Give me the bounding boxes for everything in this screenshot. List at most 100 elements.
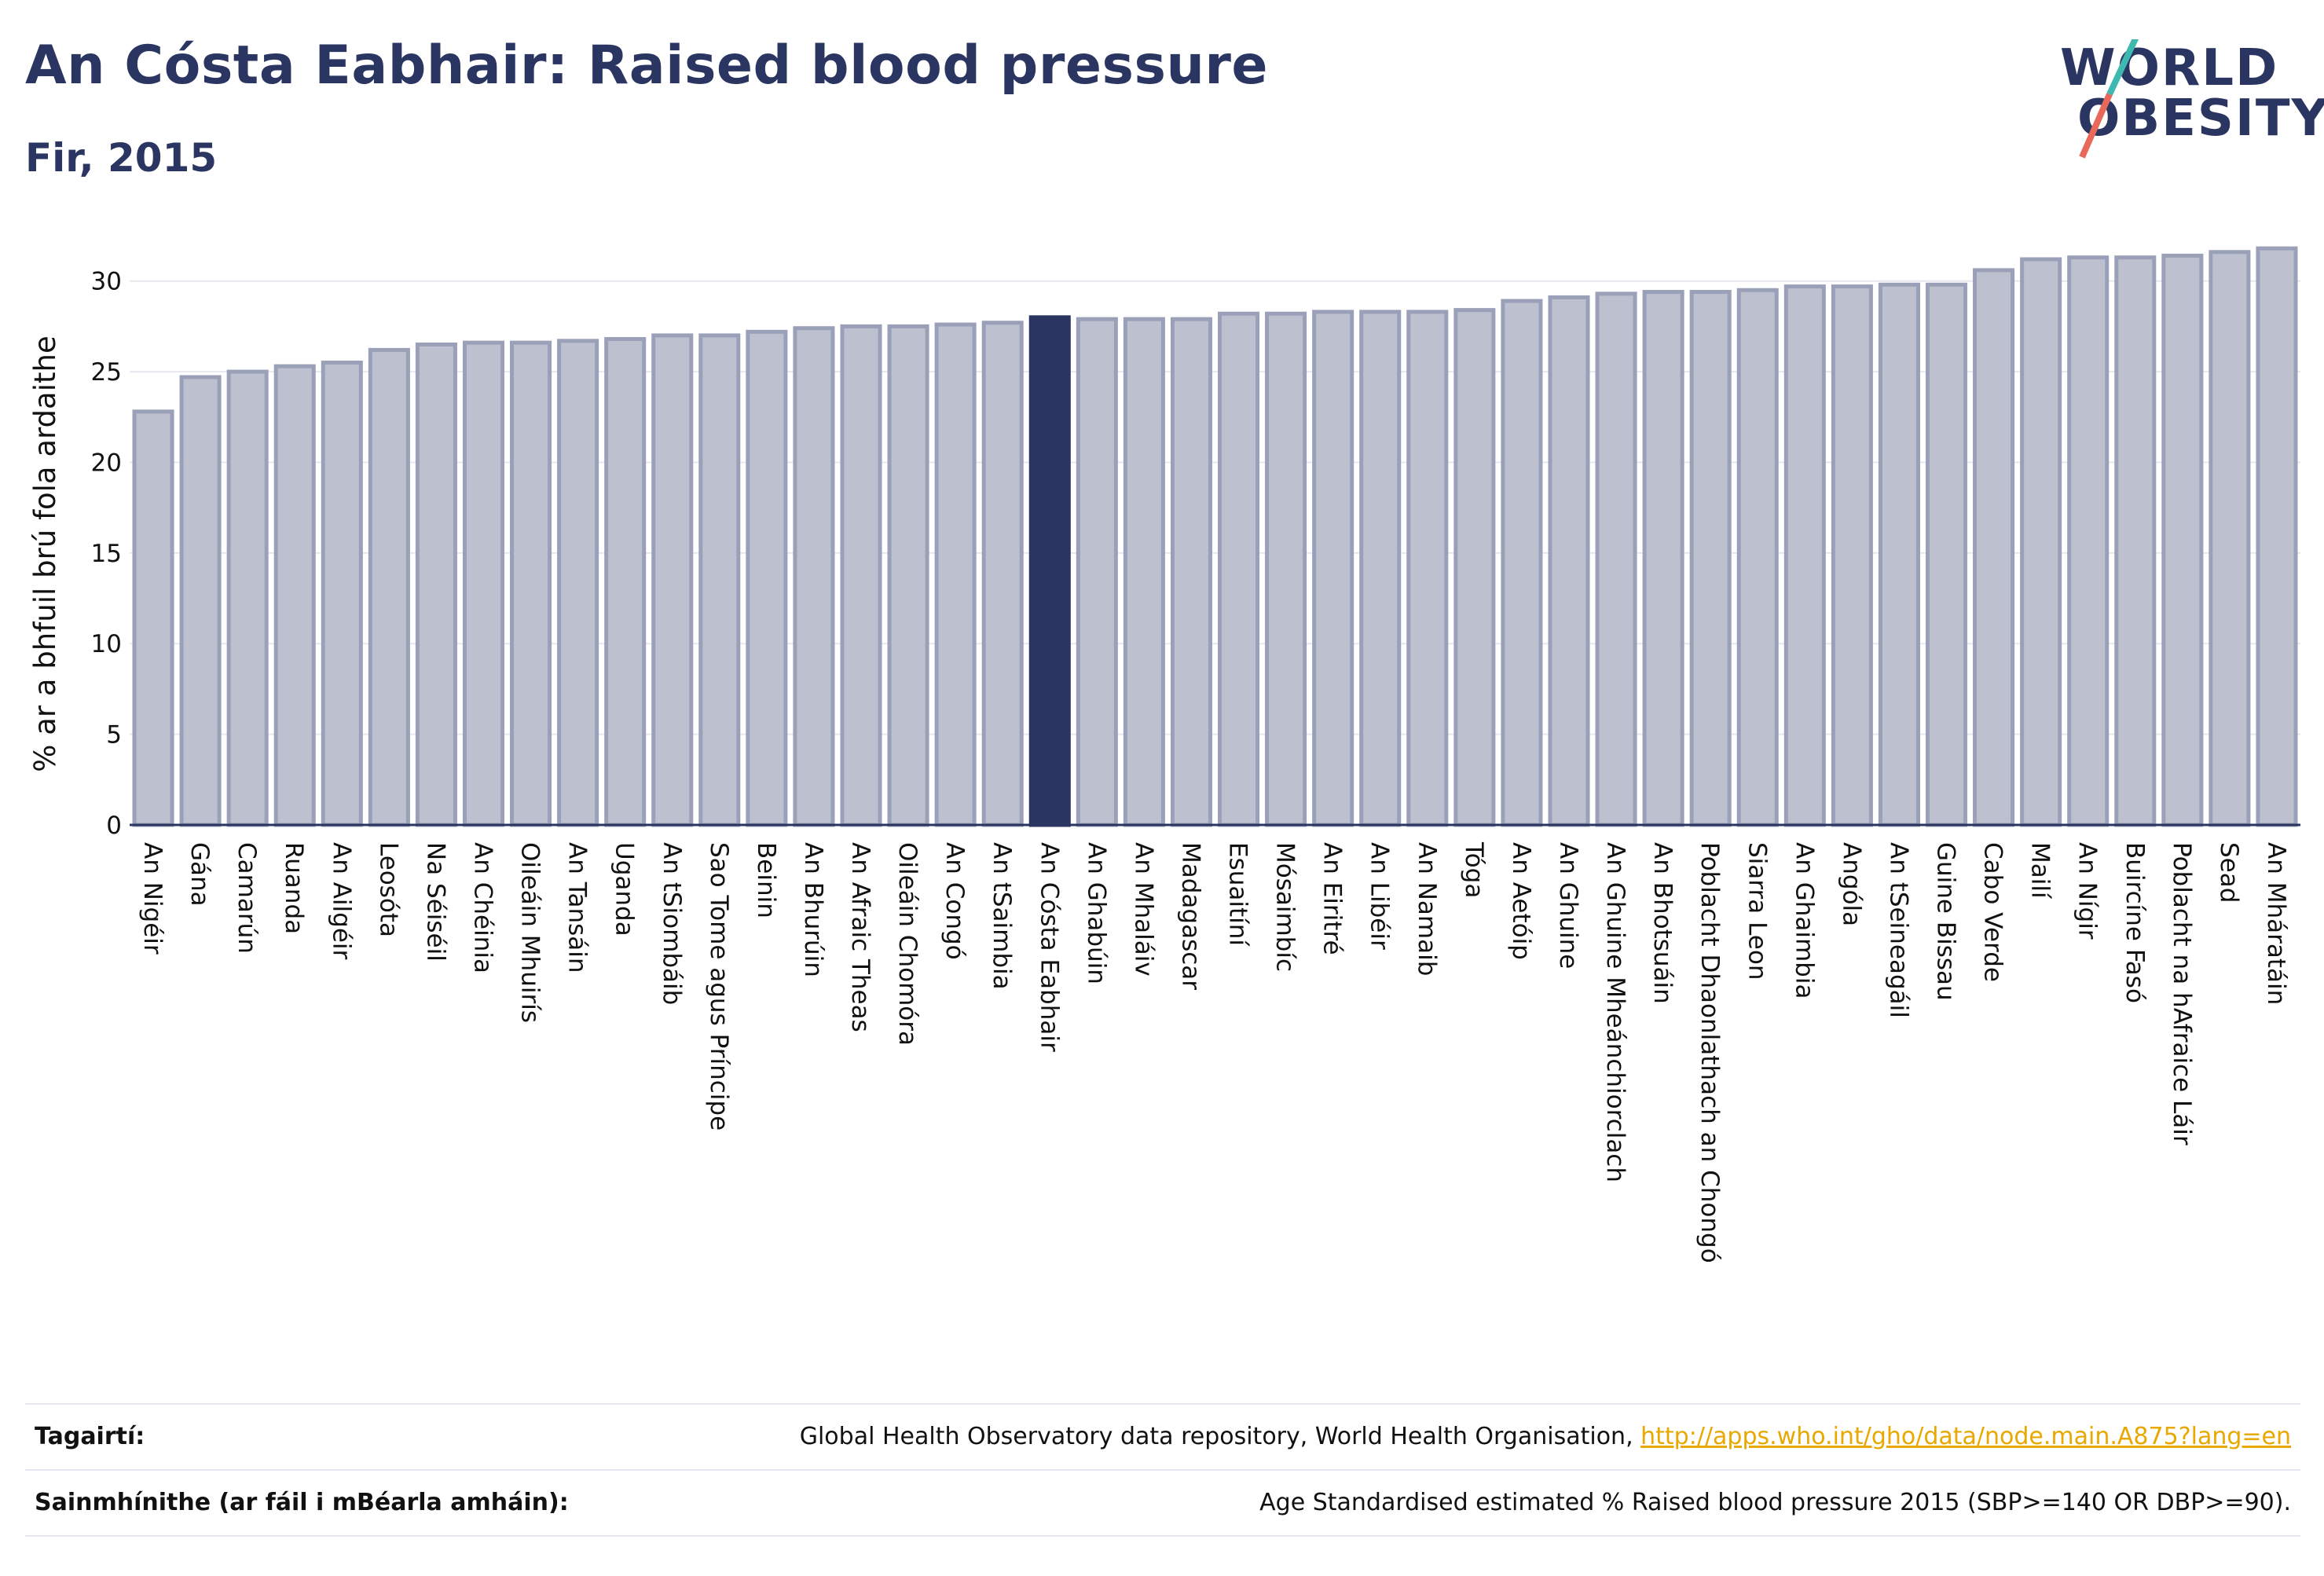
bar	[746, 329, 788, 827]
bar	[1831, 284, 1873, 827]
bar	[1406, 310, 1449, 827]
x-tick-label: Mailí	[2026, 842, 2055, 900]
x-tick-label: An Cósta Eabhair	[1035, 842, 1063, 1052]
x-axis-labels: An Nigéir Gána Camarún Ruanda An Ailgéir Leos…	[138, 841, 2290, 1263]
x-tick-label: Poblacht Dhaonlathach an Chongó	[1695, 842, 1724, 1263]
bar	[651, 333, 694, 827]
y-tick-label: 30	[91, 268, 122, 296]
x-tick-label: Sao Tome agus Príncipe	[705, 842, 733, 1131]
world-obesity-logo: WORLD OBESITY	[2051, 39, 2324, 165]
bar	[1265, 311, 1307, 827]
x-tick-label: Poblacht na hAfraice Láir	[2168, 842, 2196, 1145]
bar	[132, 409, 174, 827]
x-tick-label: Angóla	[1837, 842, 1865, 926]
x-tick-label: Leosóta	[374, 842, 402, 937]
bar	[415, 342, 457, 827]
bar	[179, 375, 222, 827]
x-tick-label: An Ailgéir	[327, 842, 355, 960]
references-value: Global Health Observatory data repositor…	[800, 1423, 2291, 1450]
chart-title: An Cósta Eabhair: Raised blood pressure	[25, 35, 1269, 97]
bar	[321, 361, 363, 827]
x-tick-label: Cabo Verde	[1979, 842, 2007, 982]
x-tick-label: Tóga	[1460, 841, 1488, 898]
x-tick-label: Oileáin Mhuirís	[516, 842, 544, 1023]
x-tick-label: An tSiombáib	[658, 842, 686, 1005]
footer: Tagairtí: Global Health Observatory data…	[25, 1403, 2300, 1537]
bar	[1312, 310, 1354, 827]
x-tick-label: Uganda	[610, 842, 639, 936]
y-tick-label: 10	[91, 630, 122, 658]
footer-divider	[25, 1403, 2300, 1405]
references-text: Global Health Observatory data repositor…	[799, 1422, 1641, 1450]
x-tick-label: An Bhurúin	[799, 842, 827, 977]
definitions-text: Age Standardised estimated % Raised bloo…	[1259, 1488, 2291, 1516]
x-tick-label: An Eiritré	[1318, 842, 1347, 955]
x-tick-label: An Chéinia	[468, 842, 497, 973]
y-tick-label: 0	[106, 812, 122, 840]
bar	[368, 347, 410, 827]
bar	[2067, 255, 2110, 827]
x-tick-label: An Ghabúin	[1082, 842, 1110, 984]
bar	[1642, 290, 1684, 827]
bar	[1170, 317, 1212, 827]
bar	[1359, 310, 1402, 827]
x-tick-label: Oileáin Chomóra	[893, 842, 922, 1046]
bar	[2161, 253, 2204, 827]
bar	[2020, 257, 2062, 827]
bars	[132, 246, 2298, 827]
references-row: Tagairtí: Global Health Observatory data…	[25, 1405, 2300, 1468]
logo-line-1: WORLD	[2060, 39, 2279, 97]
definitions-row: Sainmhínithe (ar fáil i mBéarla amháin):…	[25, 1471, 2300, 1534]
y-tick-label: 5	[106, 721, 122, 750]
bar	[2256, 246, 2298, 827]
x-tick-label: Camarún	[233, 842, 261, 954]
bar	[1076, 317, 1118, 827]
x-tick-label: Madagascar	[1176, 842, 1204, 990]
bar	[1973, 268, 2015, 827]
x-tick-label: An Ghuine	[1554, 842, 1582, 969]
bar	[1783, 284, 1826, 827]
y-axis-label: % ar a bhfuil brú fola ardaithe	[28, 335, 62, 772]
footer-divider	[25, 1535, 2300, 1537]
x-tick-label: An Tansáin	[563, 842, 592, 973]
bar	[273, 364, 316, 827]
x-tick-label: Ruanda	[280, 842, 308, 934]
bar	[1501, 299, 1543, 827]
x-tick-label: An Bhotsuáin	[1648, 842, 1677, 1004]
y-tick-label: 25	[91, 358, 122, 387]
x-tick-label: Gána	[185, 842, 214, 907]
x-tick-label: Siarra Leon	[1743, 842, 1771, 980]
x-tick-label: An Ghuine Mheánchiorclach	[1601, 842, 1629, 1182]
bar	[1548, 295, 1590, 827]
references-label: Tagairtí:	[35, 1422, 145, 1450]
bar	[1689, 290, 1732, 827]
bar	[1123, 317, 1165, 827]
x-tick-label: Na Séiséil	[421, 842, 449, 962]
bar	[934, 322, 977, 827]
bar	[2209, 250, 2251, 827]
x-tick-label: Esuaitíní	[1224, 842, 1252, 947]
x-tick-label: An Mhaláiv	[1129, 842, 1157, 977]
logo-slash-icon	[2079, 39, 2139, 159]
x-tick-label: An tSeineagáil	[1884, 842, 1912, 1018]
logo-line-2: OBESITY	[2077, 90, 2324, 148]
bar	[1736, 288, 1779, 827]
x-tick-label: An tSaimbia	[988, 842, 1016, 990]
bar	[462, 340, 505, 827]
bar	[840, 324, 882, 827]
bar	[1595, 291, 1637, 827]
bar	[2114, 255, 2157, 827]
bar	[1453, 308, 1496, 827]
bar	[226, 369, 269, 827]
x-tick-label: An Libéir	[1365, 842, 1394, 950]
x-tick-label: An Ghaimbia	[1790, 842, 1818, 999]
x-tick-label: Buircíne Fasó	[2121, 842, 2149, 1003]
y-tick-label: 20	[91, 449, 122, 477]
bar	[1218, 311, 1260, 827]
references-link[interactable]: http://apps.who.int/gho/data/node.main.A…	[1640, 1422, 2291, 1450]
bar	[604, 337, 647, 827]
x-tick-label: An Namaib	[1413, 842, 1441, 976]
x-tick-label: An Nígir	[2073, 842, 2102, 940]
footer-divider	[25, 1469, 2300, 1471]
